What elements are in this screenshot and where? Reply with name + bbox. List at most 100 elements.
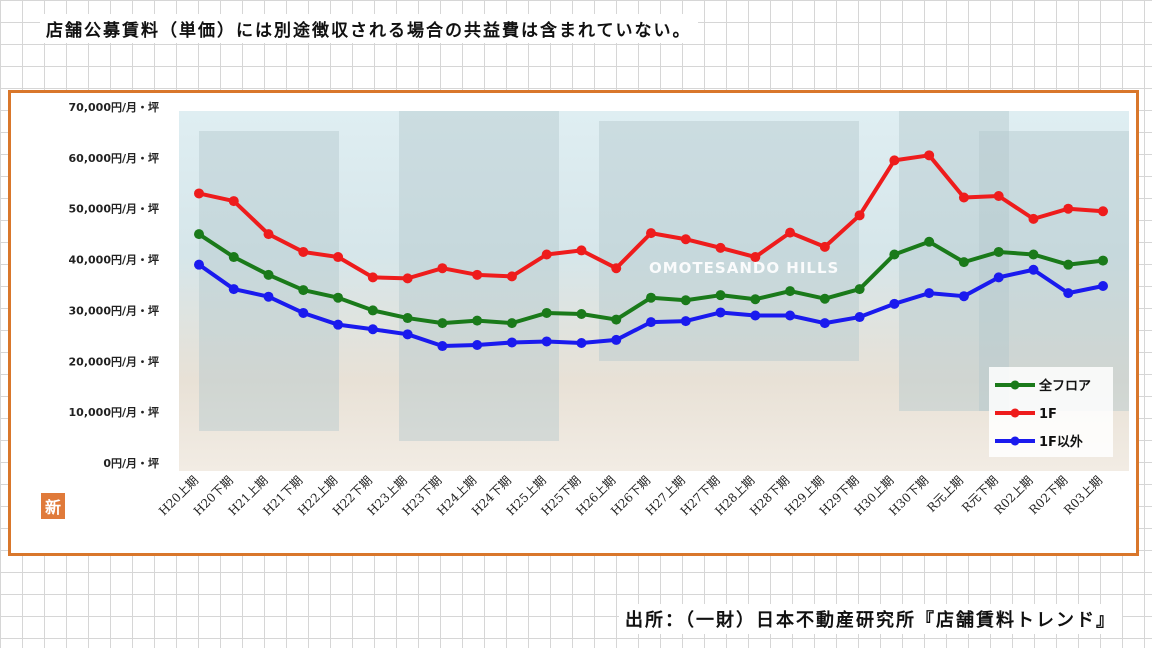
data-point [1063, 259, 1074, 270]
data-point [1063, 288, 1074, 299]
data-point [541, 249, 552, 260]
y-tick-label: 50,000円/月・坪 [69, 203, 159, 216]
line-chart: 0円/月・坪 10,000円/月・坪 20,000円/月・坪 30,000円/月・坪 4… [69, 101, 1113, 518]
data-point [819, 318, 830, 329]
data-point [680, 234, 691, 245]
data-point [680, 316, 691, 327]
data-point [750, 252, 761, 263]
data-point [228, 196, 239, 207]
data-point [785, 310, 796, 321]
data-point [819, 293, 830, 304]
data-point [1028, 213, 1039, 224]
y-tick-label: 0円/月・坪 [103, 457, 159, 470]
data-point [506, 318, 517, 329]
legend-label: 1F以外 [1039, 434, 1083, 450]
data-point [611, 314, 622, 325]
data-point [298, 285, 309, 296]
data-point [611, 334, 622, 345]
data-point [993, 191, 1004, 201]
y-tick-label: 70,000円/月・坪 [69, 101, 159, 114]
data-point [333, 319, 344, 330]
data-point [263, 229, 274, 240]
data-point [541, 307, 552, 318]
data-point [924, 236, 935, 247]
y-tick-label: 30,000円/月・坪 [69, 304, 159, 317]
data-point [715, 242, 726, 253]
data-point [472, 269, 483, 280]
y-tick-label: 60,000円/月・坪 [69, 152, 159, 165]
data-point [506, 271, 517, 282]
data-point [576, 308, 587, 319]
data-point [228, 284, 239, 295]
data-point [715, 307, 726, 318]
data-point [367, 305, 378, 316]
data-point [367, 324, 378, 335]
data-point [680, 295, 691, 306]
data-point [1098, 255, 1108, 266]
legend-label: 全フロア [1038, 378, 1091, 394]
y-tick-label: 20,000円/月・坪 [69, 355, 159, 368]
data-point [333, 252, 344, 263]
data-point [785, 286, 796, 297]
data-point [750, 310, 761, 321]
data-point [889, 249, 900, 260]
y-tick-label: 40,000円/月・坪 [69, 254, 159, 267]
data-point [402, 329, 413, 340]
x-tick-label: R元上期 [924, 473, 966, 515]
legend-marker [1010, 380, 1020, 390]
data-point [646, 228, 656, 239]
data-point [854, 312, 865, 323]
data-point [194, 259, 204, 270]
source-citation: 出所：（一財）日本不動産研究所『店舗賃料トレンド』 [619, 604, 1122, 634]
rent-note: 店舗公募賃料（単価）には別途徴収される場合の共益費は含まれていない。 [40, 14, 698, 43]
data-point [194, 229, 204, 240]
data-point [646, 317, 656, 328]
data-point [715, 290, 726, 301]
omotesando-hills-sign: OMOTESANDO HILLS [649, 259, 840, 277]
data-point [1098, 206, 1108, 217]
data-point [263, 269, 274, 280]
data-point [402, 313, 413, 324]
data-point [298, 307, 309, 318]
data-point [228, 252, 239, 263]
background-photo: OMOTESANDO HILLS [179, 111, 1129, 471]
data-point [263, 291, 274, 302]
data-point [402, 273, 413, 284]
data-point [958, 257, 969, 268]
data-point [437, 263, 448, 274]
data-point [646, 292, 656, 303]
data-point [889, 298, 900, 309]
data-point [437, 318, 448, 329]
chart-frame: OMOTESANDO HILLS 新 0円/月・坪 10,000円/月・坪 20,0… [8, 90, 1139, 556]
data-point [785, 227, 796, 238]
legend-label: 1F [1039, 407, 1057, 422]
data-point [958, 291, 969, 302]
data-point [541, 336, 552, 347]
data-point [924, 150, 935, 161]
data-point [437, 341, 448, 352]
data-point [889, 155, 900, 166]
data-point [993, 272, 1004, 283]
series-line [197, 263, 1104, 349]
data-point [472, 340, 483, 351]
legend-marker [1010, 436, 1020, 446]
legend-marker [1010, 408, 1020, 418]
data-point [924, 288, 935, 299]
data-point [194, 188, 204, 199]
data-point [993, 246, 1004, 257]
data-point [472, 315, 483, 326]
new-badge-icon: 新 [41, 493, 65, 519]
data-point [576, 337, 587, 348]
data-point [1098, 281, 1108, 292]
data-point [750, 294, 761, 305]
x-tick-label: R03上期 [1061, 473, 1105, 517]
data-point [1028, 264, 1039, 275]
data-point [854, 284, 865, 295]
data-point [854, 210, 865, 221]
data-point [506, 337, 517, 348]
data-point [611, 263, 622, 274]
data-point [367, 272, 378, 283]
data-point [1028, 249, 1039, 260]
data-point [819, 241, 830, 252]
y-tick-label: 10,000円/月・坪 [69, 406, 159, 419]
